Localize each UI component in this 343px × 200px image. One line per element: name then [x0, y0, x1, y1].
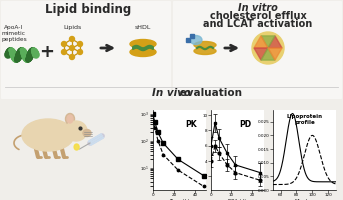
Text: PK: PK: [185, 120, 197, 129]
Circle shape: [70, 54, 74, 60]
Bar: [190, 34, 194, 38]
X-axis label: Time (h): Time (h): [169, 199, 189, 200]
Polygon shape: [268, 48, 282, 60]
Text: PD: PD: [239, 120, 251, 129]
Ellipse shape: [74, 144, 79, 150]
Text: evaluation: evaluation: [176, 88, 242, 98]
Text: ApoA-I
mimetic
peptides: ApoA-I mimetic peptides: [1, 25, 27, 42]
Text: and LCAT activation: and LCAT activation: [203, 19, 312, 29]
Ellipse shape: [190, 36, 202, 45]
Polygon shape: [261, 48, 275, 60]
Ellipse shape: [194, 42, 216, 48]
Polygon shape: [261, 36, 275, 48]
Ellipse shape: [67, 115, 73, 123]
Circle shape: [252, 32, 284, 64]
Circle shape: [78, 49, 83, 54]
Text: Lipids: Lipids: [63, 25, 81, 30]
Circle shape: [61, 49, 67, 54]
Polygon shape: [254, 36, 268, 48]
Polygon shape: [254, 48, 268, 60]
Polygon shape: [268, 36, 282, 48]
Circle shape: [70, 36, 74, 42]
FancyBboxPatch shape: [173, 1, 342, 99]
Text: cholesterol efflux: cholesterol efflux: [210, 11, 306, 21]
FancyBboxPatch shape: [1, 1, 171, 99]
Text: In vitro: In vitro: [238, 3, 278, 13]
Ellipse shape: [130, 47, 156, 56]
Ellipse shape: [194, 47, 216, 54]
Text: sHDL: sHDL: [135, 25, 151, 30]
Ellipse shape: [22, 119, 74, 151]
Circle shape: [70, 46, 74, 50]
Ellipse shape: [83, 130, 91, 136]
Circle shape: [78, 42, 83, 46]
Text: Lipoprotein
profile: Lipoprotein profile: [286, 114, 322, 125]
Circle shape: [61, 42, 67, 46]
X-axis label: POA (d): POA (d): [228, 199, 247, 200]
Text: Lipid binding: Lipid binding: [45, 3, 131, 16]
Bar: [186, 38, 190, 42]
Text: +: +: [39, 43, 55, 61]
Ellipse shape: [130, 40, 156, 48]
Text: In vivo: In vivo: [152, 88, 190, 98]
X-axis label: Minutes: Minutes: [295, 199, 314, 200]
Ellipse shape: [66, 114, 74, 124]
Ellipse shape: [65, 121, 87, 141]
